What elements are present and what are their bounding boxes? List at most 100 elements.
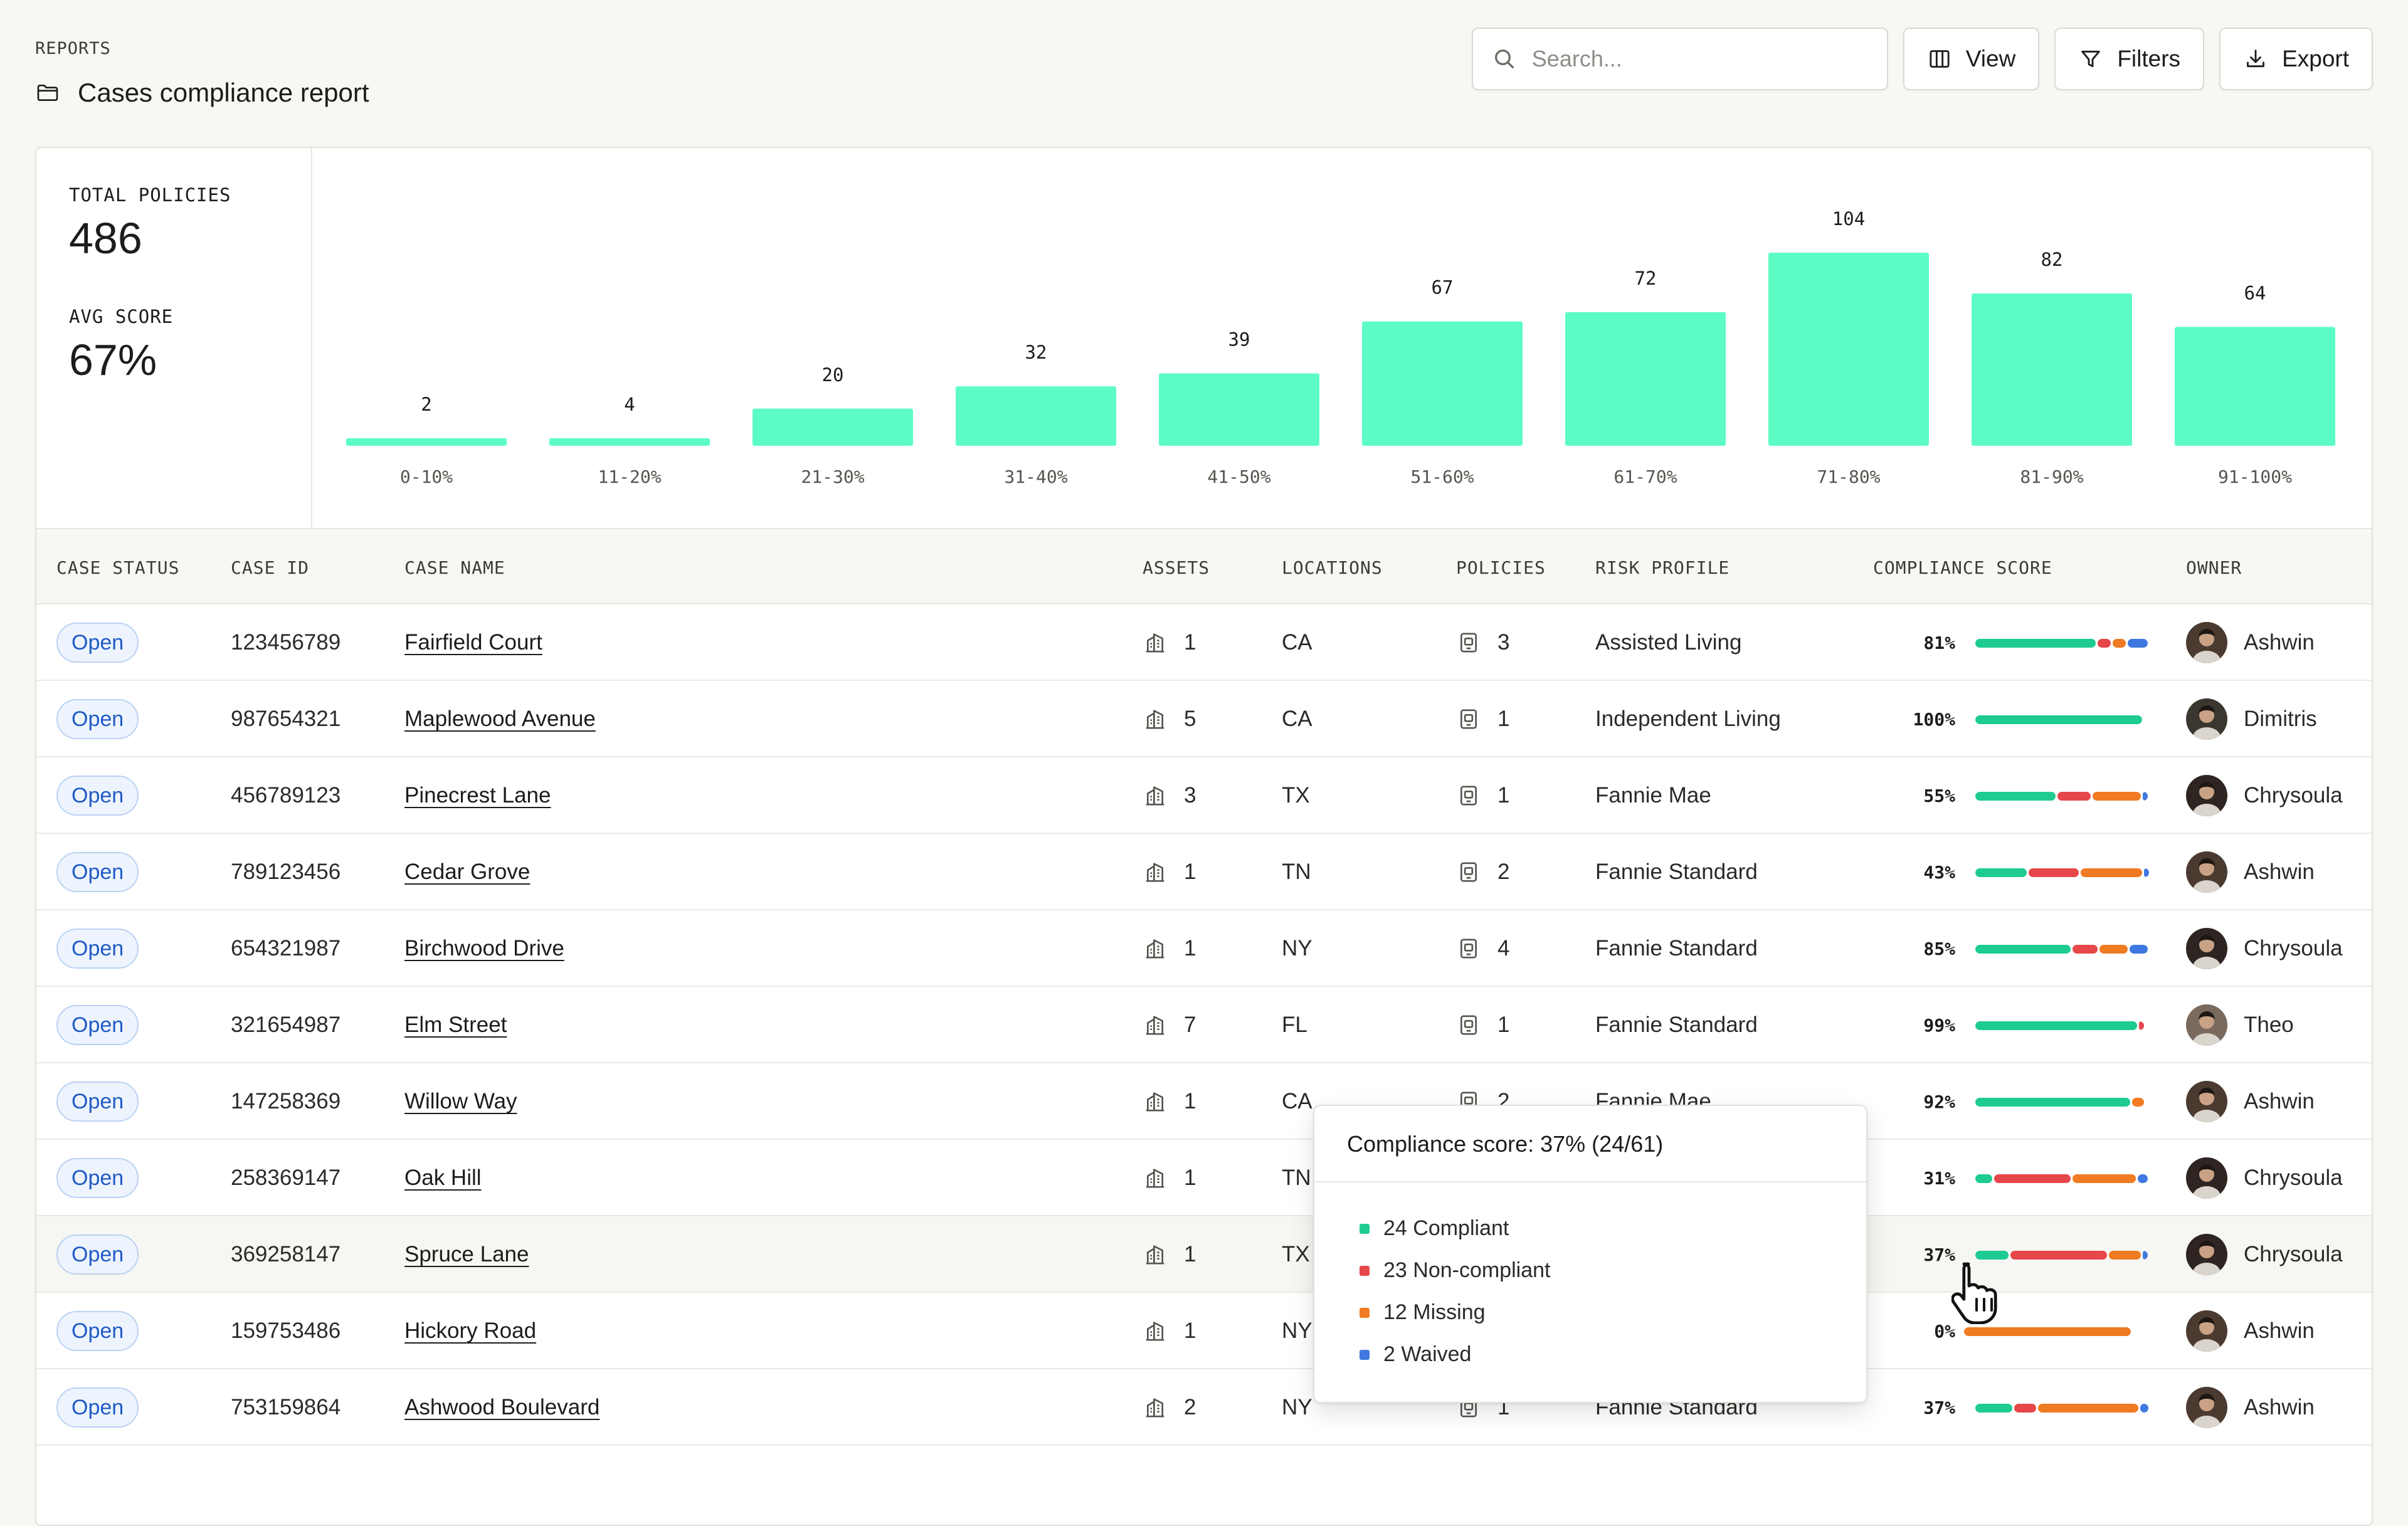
building-icon (1146, 1245, 1164, 1265)
status-badge[interactable]: Open (56, 1005, 139, 1045)
case-name-link[interactable]: Willow Way (404, 1089, 517, 1113)
case-name-link[interactable]: Spruce Lane (404, 1242, 529, 1266)
col-policies[interactable]: POLICIES (1456, 557, 1546, 578)
score-cell[interactable]: 85% (1911, 910, 1955, 987)
chart-value-label: 4 (624, 394, 635, 415)
score-bar[interactable] (1975, 1404, 2148, 1413)
score-bar[interactable] (1975, 1251, 2148, 1260)
status-badge[interactable]: Open (56, 1234, 139, 1275)
score-bar[interactable] (1964, 1327, 2131, 1336)
chart-bar-11-20%[interactable] (549, 438, 710, 446)
col-case-name[interactable]: CASE NAME (404, 557, 505, 578)
table-row[interactable]: Open 258369147 Oak Hill 1 TN 31% Chrysoula (36, 1140, 2372, 1216)
status-badge[interactable]: Open (56, 1081, 139, 1122)
owner-cell: Theo (2186, 987, 2294, 1063)
export-button[interactable]: Export (2219, 28, 2373, 90)
owner-name: Dimitris (2244, 707, 2317, 731)
col-locations[interactable]: LOCATIONS (1282, 557, 1383, 578)
page-header: REPORTS Cases compliance report View Fil… (35, 28, 2373, 115)
table-row[interactable]: Open 123456789 Fairfield Court 1 CA 3 Assisted… (36, 604, 2372, 681)
score-bar[interactable] (1975, 1098, 2144, 1107)
chart-bar-51-60%[interactable] (1362, 321, 1523, 446)
col-owner[interactable]: OWNER (2186, 557, 2242, 578)
building-icon (1146, 863, 1164, 882)
score-bar[interactable] (1975, 715, 2142, 724)
status-badge[interactable]: Open (56, 929, 139, 969)
chart-bar-31-40%[interactable] (956, 386, 1116, 446)
non-compliant-dot (1360, 1265, 1370, 1276)
table-row[interactable]: Open 753159864 Ashwood Boulevard 2 NY 1 Fannie… (36, 1369, 2372, 1446)
score-bar[interactable] (1975, 639, 2148, 648)
chart-bar-41-50%[interactable] (1159, 373, 1319, 446)
score-cell[interactable]: 37% (1911, 1216, 1955, 1293)
chart-bar-21-30%[interactable] (752, 408, 913, 446)
score-cell[interactable]: 43% (1911, 834, 1955, 910)
chart-bar-71-80%[interactable] (1768, 253, 1929, 446)
score-cell[interactable]: 99% (1911, 987, 1955, 1063)
table-row[interactable]: Open 654321987 Birchwood Drive 1 NY 4 Fannie S… (36, 910, 2372, 987)
col-compliance-score[interactable]: COMPLIANCE SCORE (1873, 557, 2052, 578)
table-row[interactable]: Open 159753486 Hickory Road 1 NY 0% Ashwin (36, 1293, 2372, 1369)
location: TX (1282, 783, 1310, 808)
col-assets[interactable]: ASSETS (1143, 557, 1210, 578)
avatar (2186, 851, 2227, 893)
score-cell[interactable]: 31% (1911, 1140, 1955, 1216)
score-bar[interactable] (1975, 792, 2148, 801)
report-card: TOTAL POLICIES 486 AVG SCORE 67% 2 0-10% 4… (35, 147, 2373, 1526)
score-bar[interactable] (1975, 868, 2149, 877)
col-risk-profile[interactable]: RISK PROFILE (1595, 557, 1730, 578)
case-name-link[interactable]: Pinecrest Lane (404, 783, 551, 808)
table-row[interactable]: Open 369258147 Spruce Lane 1 TX 37% Chrysoula (36, 1216, 2372, 1293)
score-segment (2057, 792, 2091, 801)
case-name-link[interactable]: Cedar Grove (404, 860, 531, 884)
table-row[interactable]: Open 321654987 Elm Street 7 FL 1 Fannie Standa… (36, 987, 2372, 1063)
status-badge[interactable]: Open (56, 1158, 139, 1198)
assets-cell: 1 (1143, 1140, 1196, 1216)
score-cell[interactable]: 37% (1911, 1369, 1955, 1446)
case-id: 456789123 (231, 783, 341, 808)
case-name-link[interactable]: Maplewood Avenue (404, 707, 596, 731)
owner-cell: Dimitris (2186, 681, 2317, 757)
chart-bar-61-70%[interactable] (1565, 312, 1726, 446)
score-segment (1975, 1251, 2009, 1260)
search-box[interactable] (1471, 28, 1888, 90)
score-bar[interactable] (1975, 1174, 2148, 1183)
score-bar[interactable] (1975, 1021, 2144, 1030)
status-badge[interactable]: Open (56, 1387, 139, 1428)
col-case-status[interactable]: CASE STATUS (56, 557, 180, 578)
status-badge[interactable]: Open (56, 1311, 139, 1351)
table-row[interactable]: Open 987654321 Maplewood Avenue 5 CA 1 Indepen… (36, 681, 2372, 757)
case-name-link[interactable]: Hickory Road (404, 1318, 537, 1343)
score-cell[interactable]: 92% (1911, 1063, 1955, 1140)
case-name-link[interactable]: Oak Hill (404, 1166, 482, 1190)
chart-bar-81-90%[interactable] (1972, 293, 2132, 446)
policies-count: 2 (1497, 860, 1510, 884)
chart-bar-0-10%[interactable] (346, 438, 507, 446)
score-cell[interactable]: 100% (1911, 681, 1955, 757)
status-badge[interactable]: Open (56, 623, 139, 663)
col-case-id[interactable]: CASE ID (231, 557, 310, 578)
case-name-link[interactable]: Ashwood Boulevard (404, 1395, 600, 1419)
table-row[interactable]: Open 789123456 Cedar Grove 1 TN 2 Fannie Stand… (36, 834, 2372, 910)
case-name-link[interactable]: Elm Street (404, 1013, 507, 1037)
score-bar[interactable] (1975, 945, 2148, 954)
score-cell[interactable]: 55% (1911, 757, 1955, 834)
table-row[interactable]: Open 456789123 Pinecrest Lane 3 TX 1 Fannie Ma… (36, 757, 2372, 834)
status-badge[interactable]: Open (56, 699, 139, 739)
status-badge[interactable]: Open (56, 776, 139, 816)
table-row[interactable]: Open 147258369 Willow Way 1 CA 2 Fannie Mae 92%… (36, 1063, 2372, 1140)
chart-bar-91-100%[interactable] (2175, 327, 2335, 446)
chart-tick-label: 11-20% (598, 466, 661, 487)
filters-button[interactable]: Filters (2054, 28, 2205, 90)
score-cell[interactable]: 81% (1911, 604, 1955, 681)
case-name-link[interactable]: Birchwood Drive (404, 936, 564, 960)
assets-cell: 1 (1143, 1063, 1196, 1140)
search-input[interactable] (1531, 46, 1858, 72)
status-badge[interactable]: Open (56, 852, 139, 892)
score-cell[interactable]: 0% (1911, 1293, 1955, 1369)
score-segment (1975, 1174, 1992, 1183)
location: CA (1282, 707, 1312, 731)
case-id: 123456789 (231, 630, 341, 655)
view-button[interactable]: View (1903, 28, 2040, 90)
case-name-link[interactable]: Fairfield Court (404, 630, 542, 655)
